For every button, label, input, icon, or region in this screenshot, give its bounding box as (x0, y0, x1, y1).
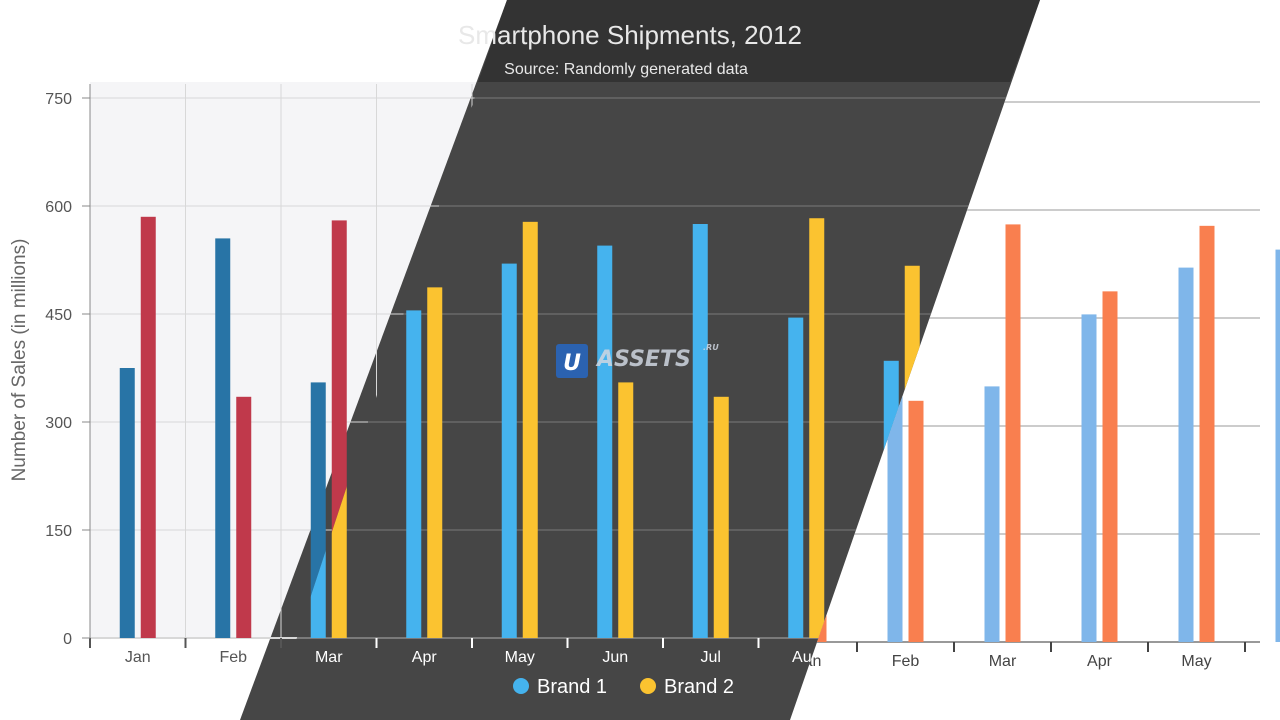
right-bar-brand-1 (1081, 314, 1097, 642)
watermark-logo-badge (556, 344, 588, 378)
middle-bar-brand-2 (713, 396, 729, 638)
right-bar-brand-1 (1275, 249, 1280, 642)
middle-bar-brand-1 (597, 245, 613, 638)
y-axis-tick-label: 150 (45, 523, 72, 540)
watermark-logo-text: ASSETS (595, 347, 691, 372)
chart-subtitle: Source: Randomly generated data (504, 61, 748, 78)
left-bar-brand-2 (236, 396, 252, 638)
y-axis-tick-label: 0 (63, 631, 72, 648)
y-axis-tick-label: 300 (45, 415, 72, 432)
middle-bar-brand-2 (809, 218, 825, 639)
left-x-tick-label: Jan (125, 649, 151, 666)
middle-x-tick-label: May (505, 649, 535, 666)
legend-label-brand-2[interactable]: Brand 2 (664, 676, 734, 698)
legend-marker-brand-2 (640, 678, 656, 694)
middle-x-tick-label: Jun (602, 649, 628, 666)
right-x-tick-label: May (1181, 653, 1211, 670)
middle-bar-brand-1 (692, 224, 708, 638)
y-axis-tick-label: 450 (45, 307, 72, 324)
right-x-tick-label: Feb (892, 653, 920, 670)
legend-label-brand-1[interactable]: Brand 1 (537, 676, 607, 698)
legend: Brand 1 Brand 2 (513, 676, 734, 698)
middle-bar-brand-1 (501, 263, 517, 638)
middle-bar-brand-2 (427, 287, 443, 638)
middle-x-tick-label: Mar (315, 649, 343, 666)
right-bar-brand-1 (984, 386, 1000, 642)
watermark-logo-letter: U (563, 351, 581, 376)
right-x-tick-label: Apr (1087, 653, 1113, 670)
right-bar-brand-2 (1005, 224, 1021, 642)
legend-marker-brand-1 (513, 678, 529, 694)
right-bar-brand-2 (1199, 225, 1215, 642)
right-bar-brand-2 (1102, 291, 1118, 642)
y-axis-tick-label: 750 (45, 91, 72, 108)
middle-bar-brand-1 (406, 310, 422, 638)
y-axis-tick-label: 600 (45, 199, 72, 216)
right-bar-brand-1 (1178, 267, 1194, 642)
watermark-logo-suffix: .RU (703, 343, 719, 352)
middle-bar-brand-2 (618, 382, 634, 638)
middle-x-tick-label: Jul (701, 649, 721, 666)
chart-title: Smartphone Shipments, 2012 (458, 20, 802, 50)
left-bar-brand-1 (119, 368, 135, 638)
middle-x-tick-label: Apr (412, 649, 438, 666)
watermark-logo: U ASSETS .RU (556, 343, 719, 378)
left-bar-brand-2 (140, 216, 156, 639)
left-x-tick-label: Feb (219, 649, 247, 666)
right-bar-brand-2 (908, 400, 924, 642)
y-axis-label: Number of Sales (in millions) (9, 239, 30, 482)
middle-bar-brand-2 (522, 221, 538, 638)
right-x-tick-label: Mar (989, 653, 1017, 670)
dark-title-band (478, 0, 1040, 82)
left-bar-brand-1 (215, 238, 231, 638)
middle-bar-brand-1 (788, 317, 804, 638)
